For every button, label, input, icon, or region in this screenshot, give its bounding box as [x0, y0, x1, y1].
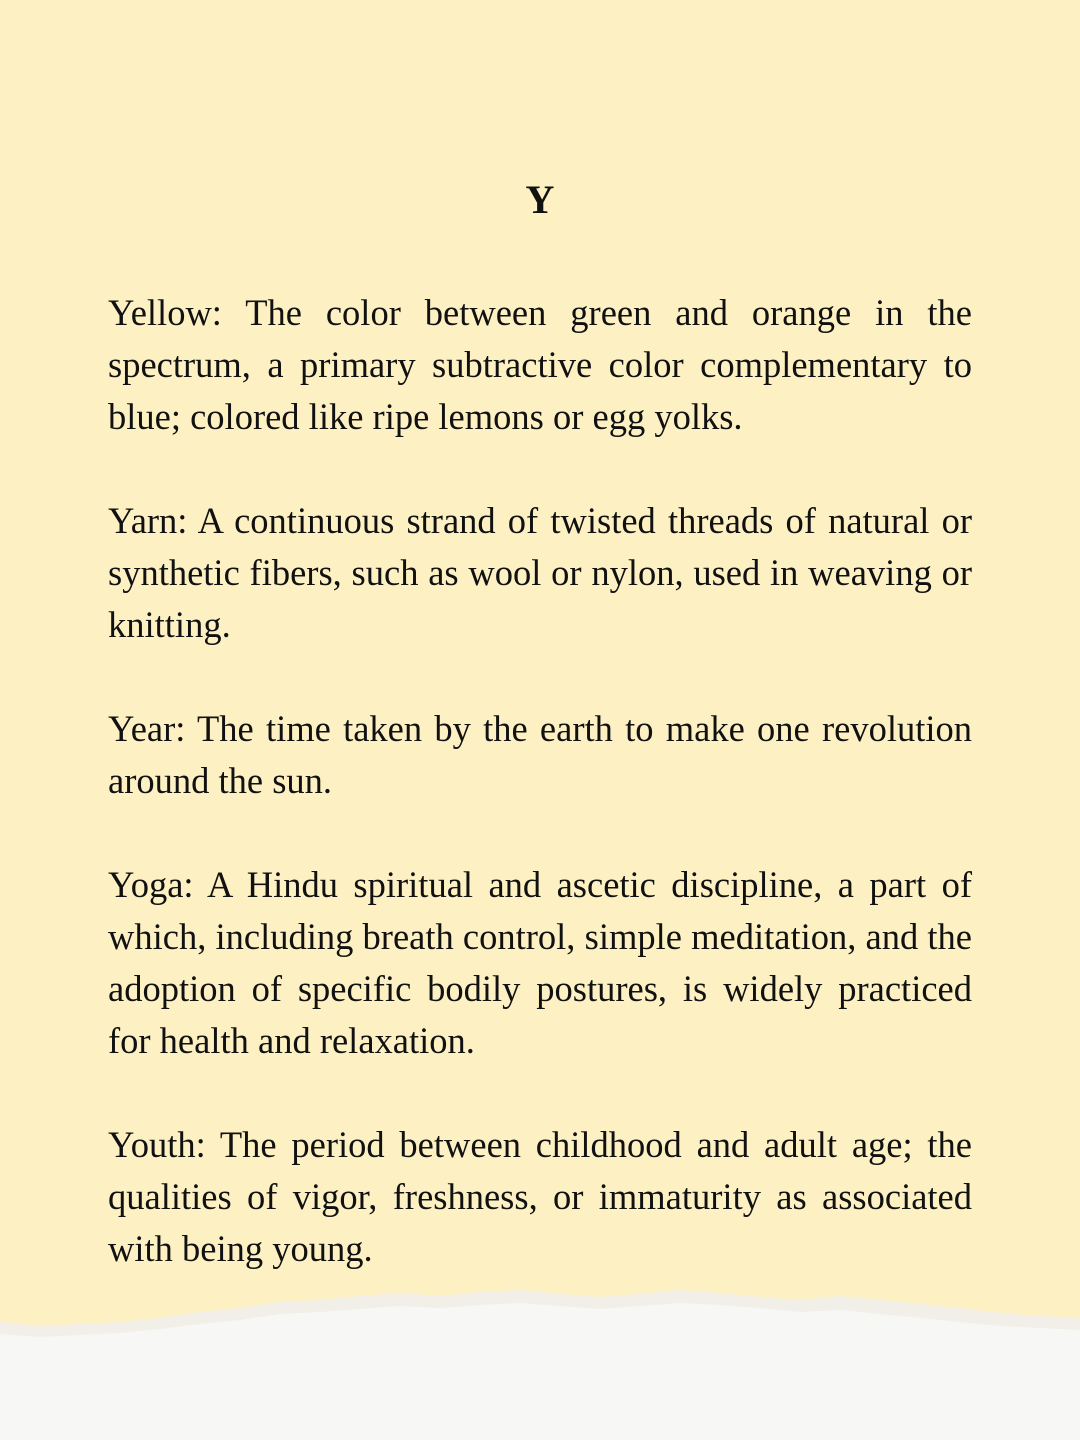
- entry-youth: Youth: The period between childhood and …: [108, 1124, 972, 1269]
- entry-yoga: Yoga: A Hindu spiritual and ascetic disc…: [108, 864, 972, 1061]
- glossary-entries: Yellow: The color between green and oran…: [108, 287, 972, 1327]
- torn-paper-sheet: [0, 0, 1080, 1326]
- entry-yarn: Yarn: A continuous strand of twisted thr…: [108, 500, 972, 645]
- entry-year: Year: The time taken by the earth to mak…: [108, 708, 972, 801]
- entry-yellow: Yellow: The color between green and oran…: [108, 292, 972, 437]
- letter-heading: Y: [525, 177, 555, 222]
- torn-edge-shadow: [0, 1290, 1080, 1337]
